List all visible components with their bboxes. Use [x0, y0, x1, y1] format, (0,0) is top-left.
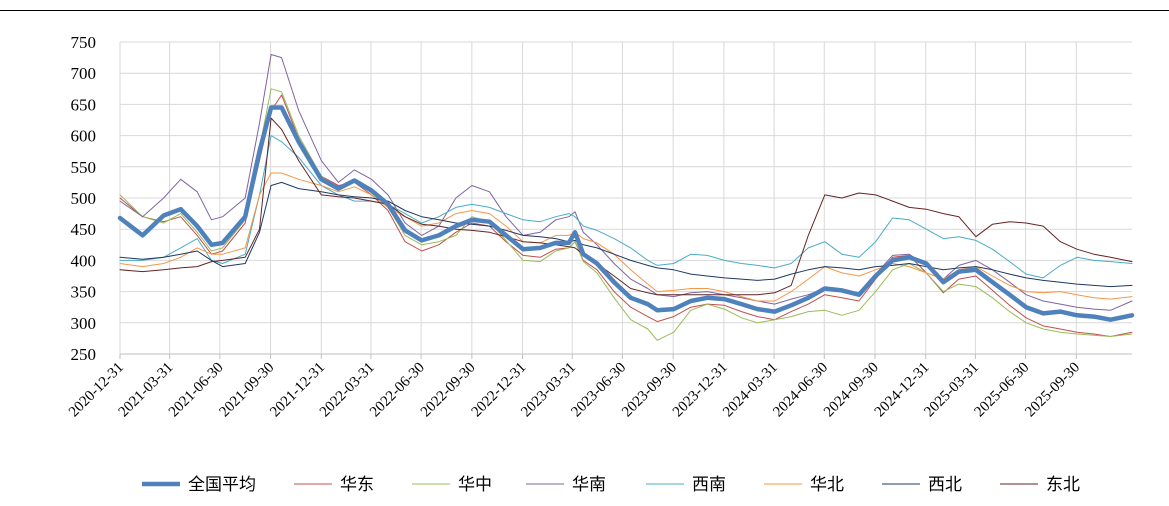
series-line-6 [119, 181, 1133, 288]
series-lines [117, 54, 1135, 341]
y-tick-label: 700 [71, 64, 97, 83]
legend-label: 华南 [572, 475, 606, 494]
series-line-2 [119, 88, 1133, 341]
y-tick-label: 450 [71, 220, 97, 239]
legend-label: 华中 [458, 475, 492, 494]
series-line-0 [117, 105, 1135, 322]
legend: 全国平均 华东 华中 华南 西南 华北 西北 东北 [142, 475, 1080, 494]
series-line-4 [119, 135, 1133, 279]
legend-label: 华北 [810, 475, 844, 494]
y-tick-label: 650 [71, 95, 97, 114]
legend-label: 东北 [1046, 475, 1080, 494]
series-line-7 [119, 117, 1133, 296]
series-line-5 [119, 172, 1133, 302]
x-tick-label: 2025-09-30 [1022, 360, 1083, 421]
y-tick-label: 250 [71, 345, 97, 364]
top-rule [0, 10, 1169, 11]
axes: 2503003504004505005506006507007502020-12… [66, 33, 1132, 420]
legend-label: 全国平均 [188, 475, 256, 494]
y-tick-label: 500 [71, 189, 97, 208]
series-line-3 [119, 54, 1133, 311]
y-tick-label: 600 [71, 127, 97, 146]
y-tick-label: 750 [71, 33, 97, 52]
y-tick-label: 350 [71, 283, 97, 302]
y-tick-label: 300 [71, 314, 97, 333]
y-tick-label: 400 [71, 251, 97, 270]
legend-label: 西北 [928, 475, 962, 494]
legend-label: 西南 [692, 475, 726, 494]
legend-label: 华东 [340, 475, 374, 494]
y-tick-label: 550 [71, 158, 97, 177]
series-line-1 [119, 94, 1133, 337]
